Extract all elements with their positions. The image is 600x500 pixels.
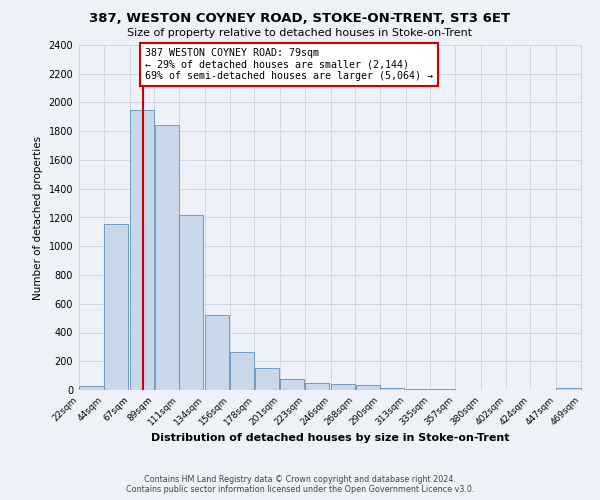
X-axis label: Distribution of detached houses by size in Stoke-on-Trent: Distribution of detached houses by size … [151,432,509,442]
Bar [406,388,430,390]
Text: Contains public sector information licensed under the Open Government Licence v3: Contains public sector information licen… [126,484,474,494]
Bar [79,386,104,390]
Bar [556,388,581,390]
Text: 387, WESTON COYNEY ROAD, STOKE-ON-TRENT, ST3 6ET: 387, WESTON COYNEY ROAD, STOKE-ON-TRENT,… [89,12,511,26]
Bar [179,214,203,390]
Bar [331,384,355,390]
Y-axis label: Number of detached properties: Number of detached properties [33,136,43,300]
Bar [280,378,304,390]
Bar [305,383,329,390]
Text: Contains HM Land Registry data © Crown copyright and database right 2024.: Contains HM Land Registry data © Crown c… [144,475,456,484]
Bar [356,385,380,390]
Bar [205,316,229,390]
Bar [254,368,278,390]
Text: 387 WESTON COYNEY ROAD: 79sqm
← 29% of detached houses are smaller (2,144)
69% o: 387 WESTON COYNEY ROAD: 79sqm ← 29% of d… [145,48,433,81]
Bar [431,388,455,390]
Bar [104,224,128,390]
Text: Size of property relative to detached houses in Stoke-on-Trent: Size of property relative to detached ho… [127,28,473,38]
Bar [155,126,179,390]
Bar [130,110,154,390]
Bar [230,352,254,390]
Bar [380,388,404,390]
